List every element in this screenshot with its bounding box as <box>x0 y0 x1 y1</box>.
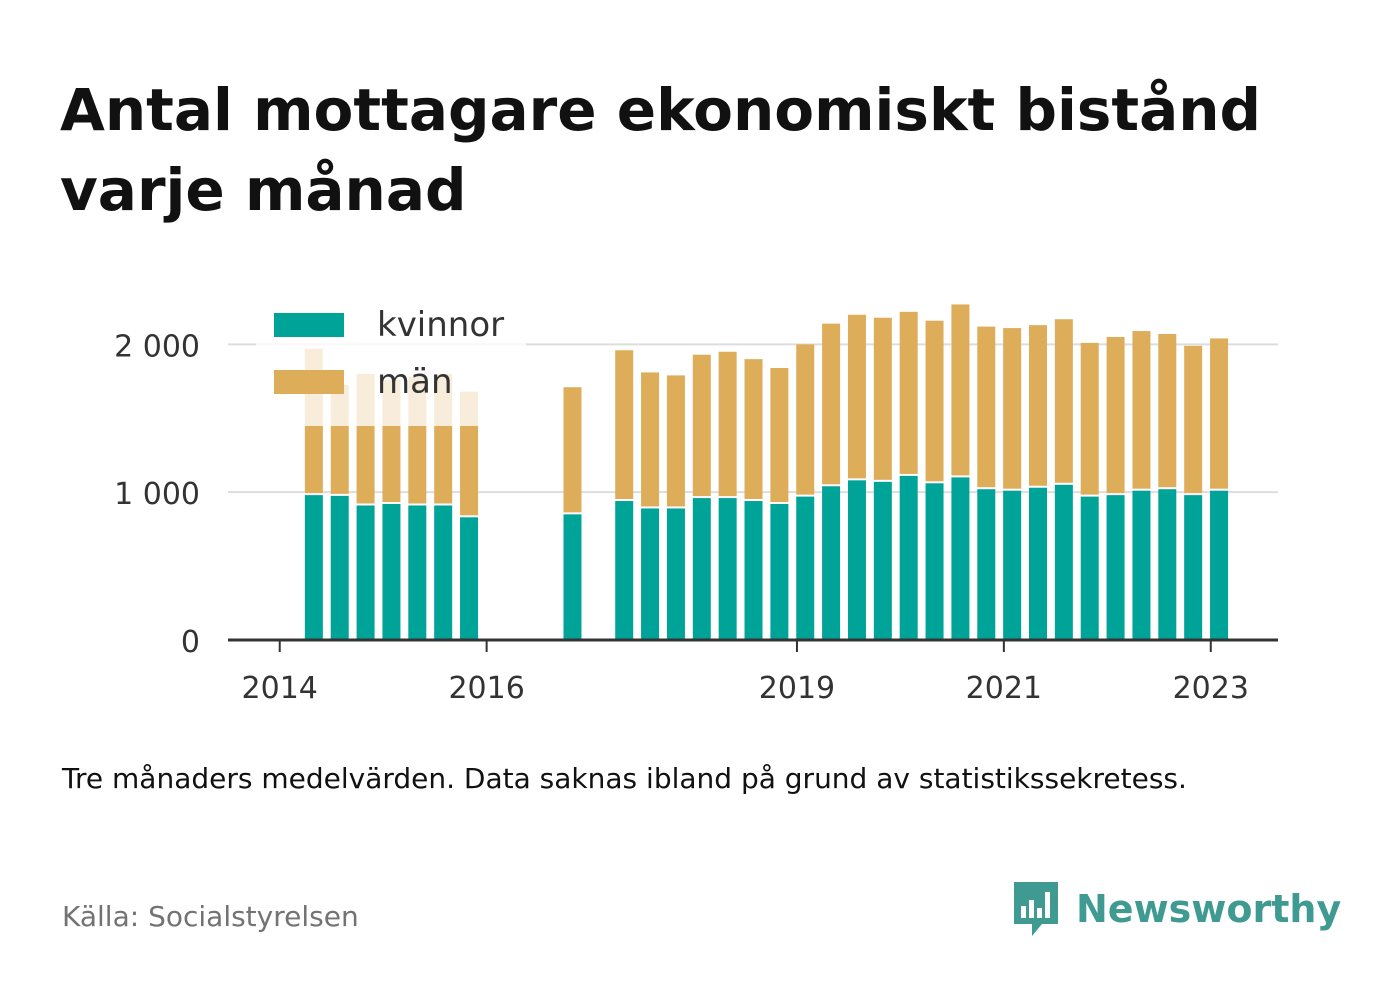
bar-man <box>770 368 789 502</box>
bar-kvinnor <box>822 486 841 640</box>
bar-man <box>563 387 582 513</box>
bar-man <box>1080 342 1099 495</box>
bar-man <box>951 304 970 476</box>
bar-chart-speech-bubble-icon <box>1014 882 1058 936</box>
bar-kvinnor <box>460 517 479 640</box>
bar-chart: kvinnor män 0 1 000 2 000 2014 2016 2019 2021 2… <box>114 296 1278 706</box>
bar-kvinnor <box>1080 496 1099 640</box>
bar-kvinnor <box>692 498 711 640</box>
bar-man <box>822 323 841 485</box>
newsworthy-brand[interactable]: Newsworthy <box>1010 878 1341 940</box>
axes: 0 1 000 2 000 2014 2016 2019 2021 2023 <box>114 329 1278 706</box>
bar-man <box>692 354 711 497</box>
bar-kvinnor <box>666 508 685 640</box>
bar-man <box>1132 331 1151 489</box>
bar-kvinnor <box>1158 489 1177 640</box>
bar-man <box>1184 345 1203 494</box>
x-tick-label: 2019 <box>759 671 835 706</box>
bar-kvinnor <box>1003 490 1022 640</box>
bar-kvinnor <box>1184 495 1203 640</box>
bar-kvinnor <box>847 480 866 640</box>
bar-kvinnor <box>1132 490 1151 640</box>
bar-man <box>718 351 737 497</box>
x-tick-label: 2021 <box>966 671 1042 706</box>
bar-kvinnor <box>770 504 789 640</box>
y-tick-label: 2 000 <box>114 329 200 364</box>
bar-kvinnor <box>977 489 996 640</box>
chart-title: Antal mottagare ekonomiskt bistånd varje… <box>60 76 1262 224</box>
bar-man <box>1106 336 1125 494</box>
bar-man <box>666 375 685 507</box>
bar-man <box>925 320 944 482</box>
source-credit: Källa: Socialstyrelsen <box>62 900 359 933</box>
bar-kvinnor <box>925 483 944 640</box>
legend-swatch-kvinnor <box>274 313 344 337</box>
legend: kvinnor män <box>256 296 526 426</box>
y-tick-label: 0 <box>181 625 200 660</box>
brand-name: Newsworthy <box>1076 887 1342 931</box>
x-tick-label: 2014 <box>242 671 318 706</box>
bar-man <box>796 344 815 495</box>
legend-swatch-man <box>274 370 344 394</box>
bar-kvinnor <box>1029 487 1047 640</box>
bar-man <box>977 326 996 488</box>
bar-man <box>1029 325 1047 486</box>
bar-man <box>1210 338 1229 489</box>
bar-kvinnor <box>744 501 763 640</box>
bar-kvinnor <box>1054 484 1073 640</box>
bar-man <box>744 359 763 500</box>
bar-kvinnor <box>1210 490 1229 640</box>
bar-man <box>615 350 634 500</box>
bar-kvinnor <box>718 498 737 640</box>
bar-man <box>1003 328 1022 489</box>
bar-kvinnor <box>796 496 815 640</box>
x-tick-label: 2016 <box>448 671 524 706</box>
bar-kvinnor <box>563 514 582 640</box>
legend-label-kvinnor: kvinnor <box>377 305 504 345</box>
bar-kvinnor <box>408 505 427 640</box>
bar-kvinnor <box>951 477 970 640</box>
bar-kvinnor <box>899 475 918 640</box>
bar-kvinnor <box>330 495 349 640</box>
bar-man <box>1054 319 1073 483</box>
bar-kvinnor <box>641 508 660 640</box>
bars <box>304 304 1229 640</box>
bar-kvinnor <box>356 505 375 640</box>
bar-man <box>873 317 892 480</box>
bar-man <box>641 372 660 507</box>
y-tick-label: 1 000 <box>114 477 200 512</box>
bar-kvinnor <box>1106 495 1125 640</box>
x-tick-label: 2023 <box>1173 671 1249 706</box>
bar-kvinnor <box>615 501 634 640</box>
bar-kvinnor <box>304 495 323 640</box>
bar-kvinnor <box>382 504 401 640</box>
bar-kvinnor <box>873 481 892 640</box>
chart-note: Tre månaders medelvärden. Data saknas ib… <box>62 762 1187 795</box>
bar-man <box>847 314 866 479</box>
legend-label-man: män <box>377 362 453 402</box>
bar-man <box>1158 334 1177 488</box>
bar-kvinnor <box>434 505 453 640</box>
bar-man <box>899 311 918 474</box>
